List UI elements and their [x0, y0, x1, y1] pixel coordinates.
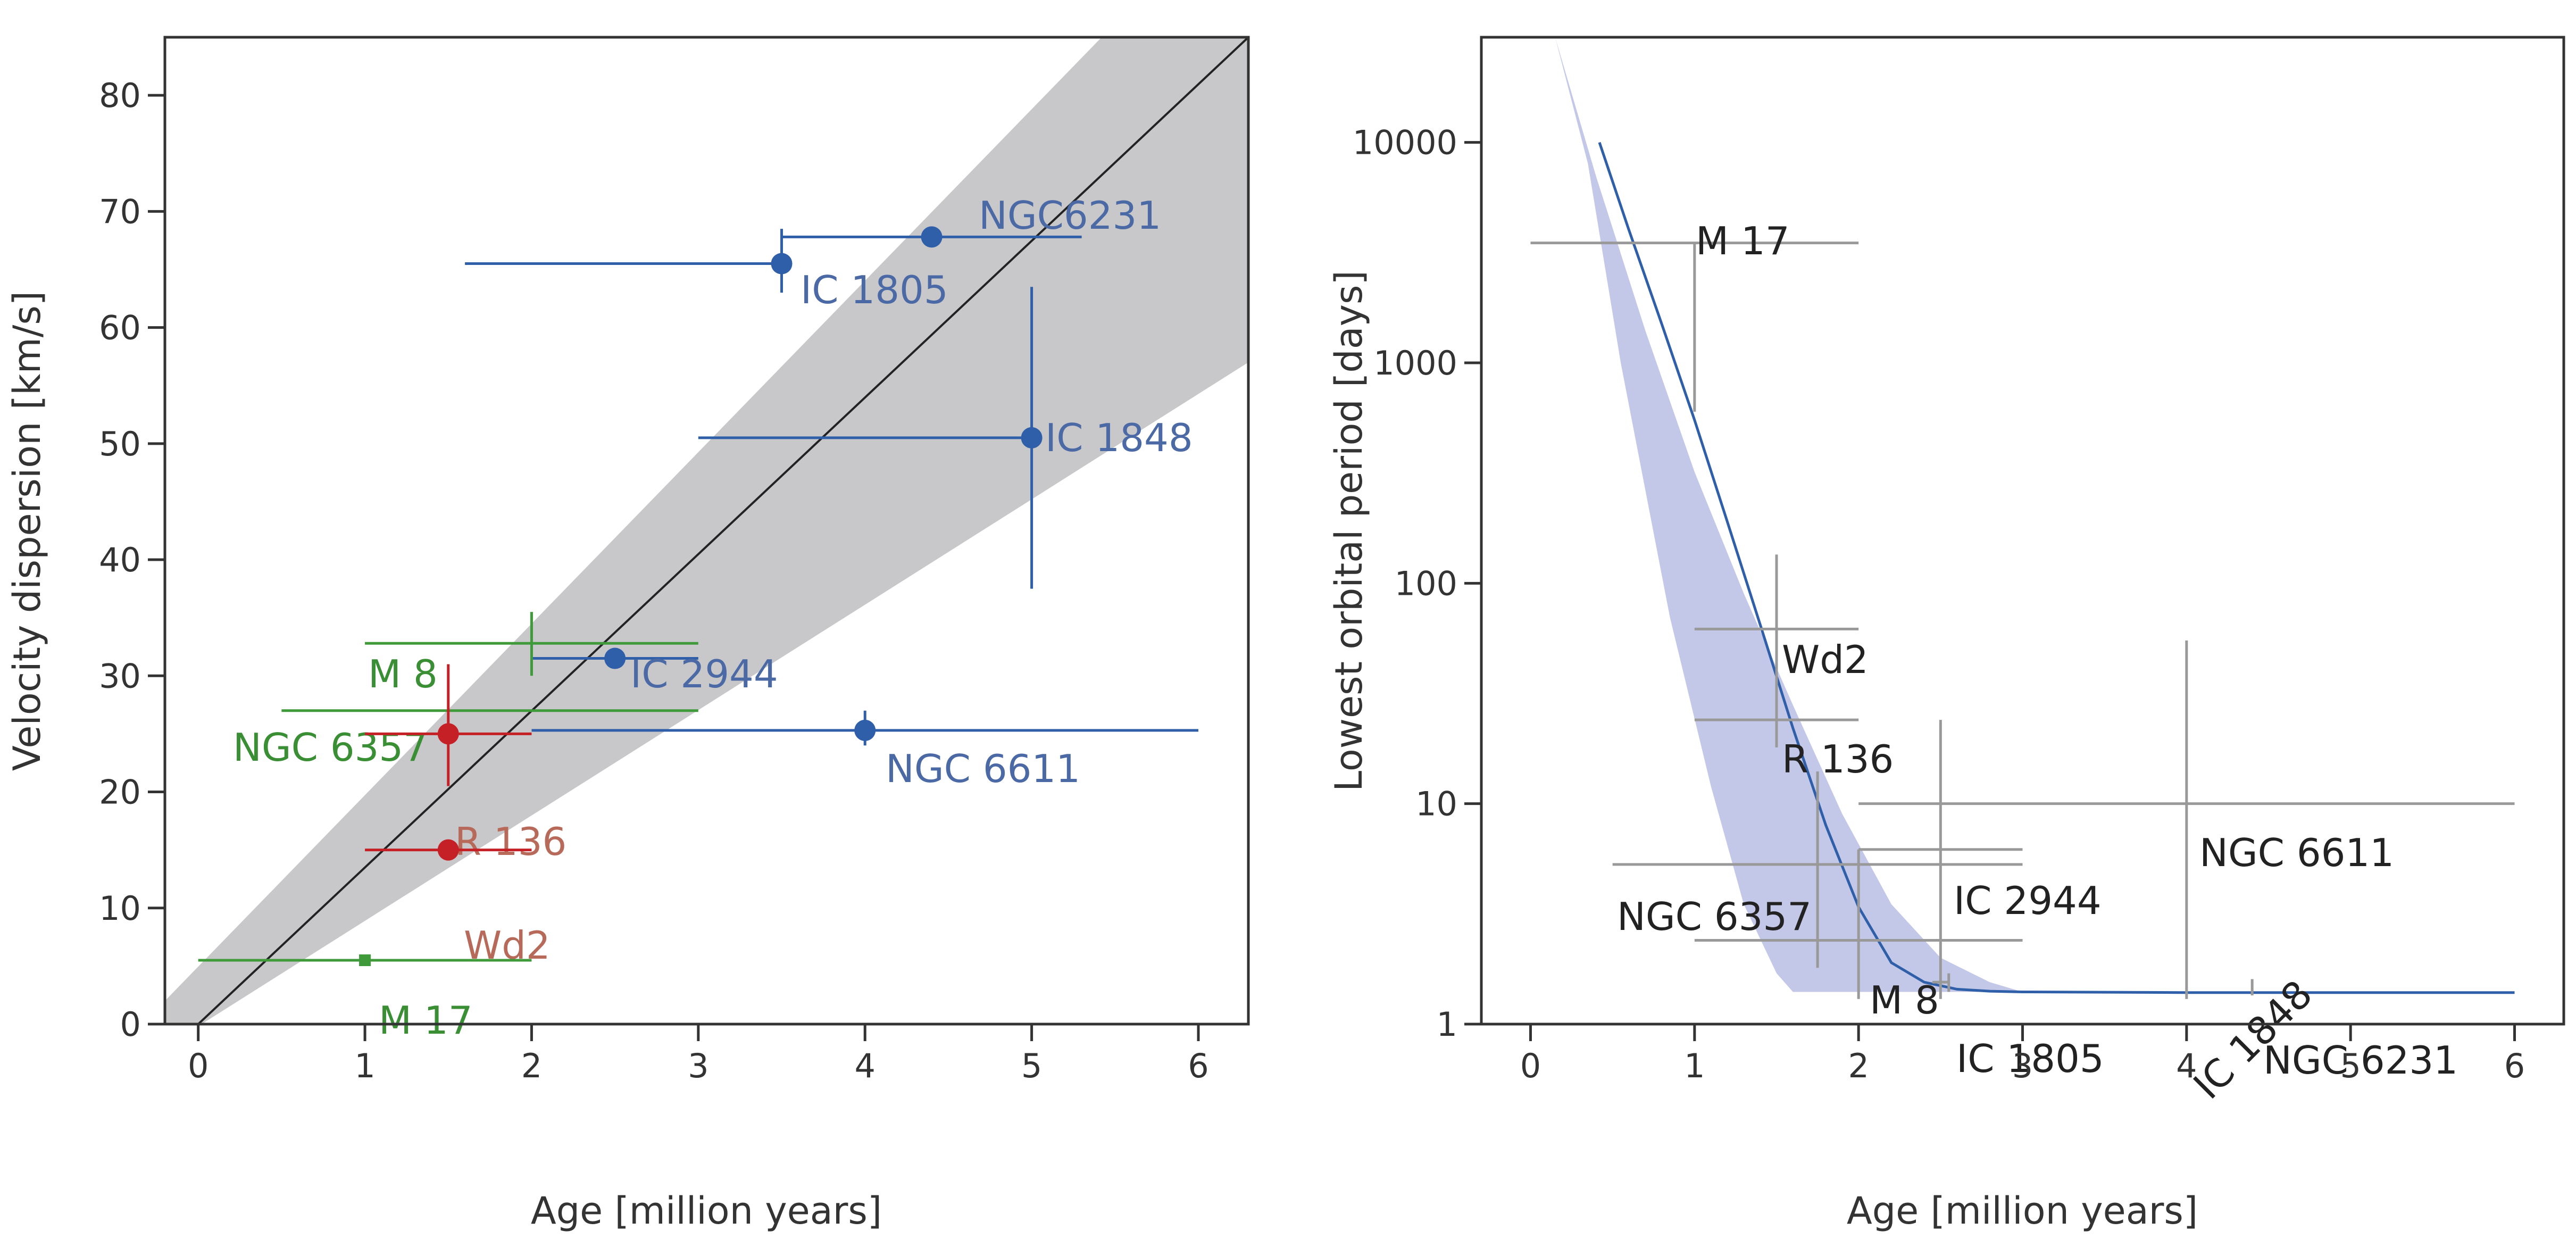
point-label: NGC 6357: [233, 725, 428, 770]
point-ngc-6231: NGC 6231: [2250, 979, 2458, 1083]
marker-dot: [1021, 427, 1043, 448]
y-axis-ticks: 1 10 100 1000 10000: [1353, 123, 1481, 1044]
y-tick-label-0: 0: [120, 1005, 141, 1044]
marker-dot: [854, 719, 876, 741]
point-m-8: M 8: [1694, 849, 2023, 1023]
x-tick-label-3: 3: [2012, 1046, 2033, 1085]
point-label: M 8: [368, 652, 438, 696]
point-label: M 8: [1870, 978, 1939, 1023]
marker-dot: [437, 723, 459, 745]
marker-dot: [437, 839, 459, 861]
x-tick-label-6: 6: [1188, 1046, 1208, 1085]
y-tick-label-100: 100: [1395, 564, 1457, 603]
x-axis-label: Age [million years]: [531, 1189, 882, 1233]
x-tick-label-3: 3: [688, 1046, 708, 1085]
point-ic-1805: IC 1805: [1932, 973, 2104, 1081]
point-label: NGC 6357: [1617, 894, 1812, 939]
y-tick-label-50: 50: [99, 425, 141, 463]
x-tick-label-0: 0: [1520, 1046, 1541, 1085]
point-label: IC 1848: [1045, 415, 1193, 460]
point-label: R 136: [1782, 737, 1894, 782]
data-points: NGC6231 IC 1805 IC 1848 IC 2944 NGC 6611 M 8 N…: [198, 193, 1198, 1043]
x-axis-label: Age [million years]: [1847, 1189, 2198, 1233]
x-axis-ticks: 0 1 2 3 4 5 6: [188, 1024, 1209, 1085]
marker-dot: [921, 226, 943, 248]
point-r-136: R 136: [1694, 629, 1894, 782]
point-label: NGC 6611: [886, 746, 1080, 791]
point-ic-1805: IC 1805: [465, 229, 948, 312]
x-tick-label-2: 2: [1848, 1046, 1869, 1085]
orbital-period-chart: M 17 Wd2 R 136 NGC 6611 IC 2944 NGC 6357 M 8 IC…: [1327, 36, 2565, 1233]
point-label: NGC 6231: [2263, 1038, 2458, 1083]
confidence-band: [165, 37, 1248, 1024]
y-tick-label-10000: 10000: [1353, 123, 1457, 162]
point-wd2: Wd2: [1694, 554, 1869, 716]
point-ngc-6357: NGC 6357: [1612, 771, 2023, 968]
point-ngc6231: NGC6231: [781, 193, 1161, 248]
period-band-area: [1555, 37, 2023, 992]
point-ngc-6611: NGC 6611: [531, 710, 1198, 791]
plot-frame: [1480, 36, 2565, 1026]
x-tick-label-2: 2: [521, 1046, 542, 1085]
point-r-136: R 136: [365, 664, 566, 864]
confidence-band-area: [165, 37, 1248, 1024]
x-tick-label-5: 5: [2340, 1046, 2361, 1085]
point-m-17: M 17: [1530, 219, 1859, 412]
point-ic-1848: IC 1848: [698, 287, 1193, 589]
y-tick-label-20: 20: [99, 773, 141, 812]
fit-line: [196, 37, 1248, 1024]
point-label: Wd2: [1782, 637, 1869, 682]
point-label: IC 2944: [630, 652, 778, 696]
point-ic-2944: IC 2944: [1858, 720, 2102, 999]
point-label: M 17: [379, 998, 473, 1043]
point-label: M 17: [1696, 219, 1790, 263]
period-band: [1555, 37, 2023, 992]
x-tick-label-0: 0: [188, 1046, 209, 1085]
point-ngc-6611: NGC 6611: [1858, 640, 2515, 992]
y-tick-label-10: 10: [99, 889, 141, 928]
marker-dot: [771, 253, 793, 275]
point-label: NGC6231: [979, 193, 1161, 238]
fit-line-path: [196, 37, 1248, 1024]
y-tick-label-1: 1: [1437, 1005, 1457, 1044]
x-tick-label-4: 4: [854, 1046, 875, 1085]
x-tick-label-1: 1: [354, 1046, 375, 1085]
x-tick-label-4: 4: [2176, 1046, 2197, 1085]
x-tick-label-6: 6: [2504, 1046, 2525, 1085]
y-tick-label-1000: 1000: [1373, 344, 1457, 383]
point-m-8: M 8: [365, 612, 698, 696]
point-label: IC 1805: [801, 268, 948, 312]
y-tick-label-30: 30: [99, 656, 141, 695]
y-tick-label-60: 60: [99, 309, 141, 347]
x-tick-label-5: 5: [1021, 1046, 1042, 1085]
y-tick-label-80: 80: [99, 76, 141, 115]
y-axis-label: Lowest orbital period [days]: [1327, 270, 1371, 792]
x-axis-ticks: 0 1 2 3 4 5 6: [1520, 1024, 2525, 1085]
y-tick-label-40: 40: [99, 541, 141, 579]
point-ic-2944: IC 2944: [531, 647, 778, 696]
marker-dot: [604, 647, 626, 669]
y-axis-label: Velocity dispersion [km/s]: [5, 291, 49, 771]
point-label: R 136: [455, 819, 566, 864]
x-tick-label-1: 1: [1684, 1046, 1705, 1085]
point-label: IC 1805: [1956, 1036, 2104, 1081]
point-label: NGC 6611: [2199, 830, 2394, 875]
marker-square: [359, 954, 371, 966]
plot-frame: [163, 36, 1250, 1026]
point-m-17: M 17: [198, 954, 532, 1043]
y-tick-label-10: 10: [1415, 785, 1457, 824]
y-tick-label-70: 70: [99, 192, 141, 231]
velocity-dispersion-chart: NGC6231 IC 1805 IC 1848 IC 2944 NGC 6611 M 8 N…: [5, 36, 1250, 1233]
point-label: IC 2944: [1954, 878, 2102, 923]
data-points: M 17 Wd2 R 136 NGC 6611 IC 2944 NGC 6357 M 8 IC…: [1530, 219, 2515, 1108]
y-axis-ticks: 0 10 20 30 40 50 60 70 80: [99, 76, 165, 1044]
